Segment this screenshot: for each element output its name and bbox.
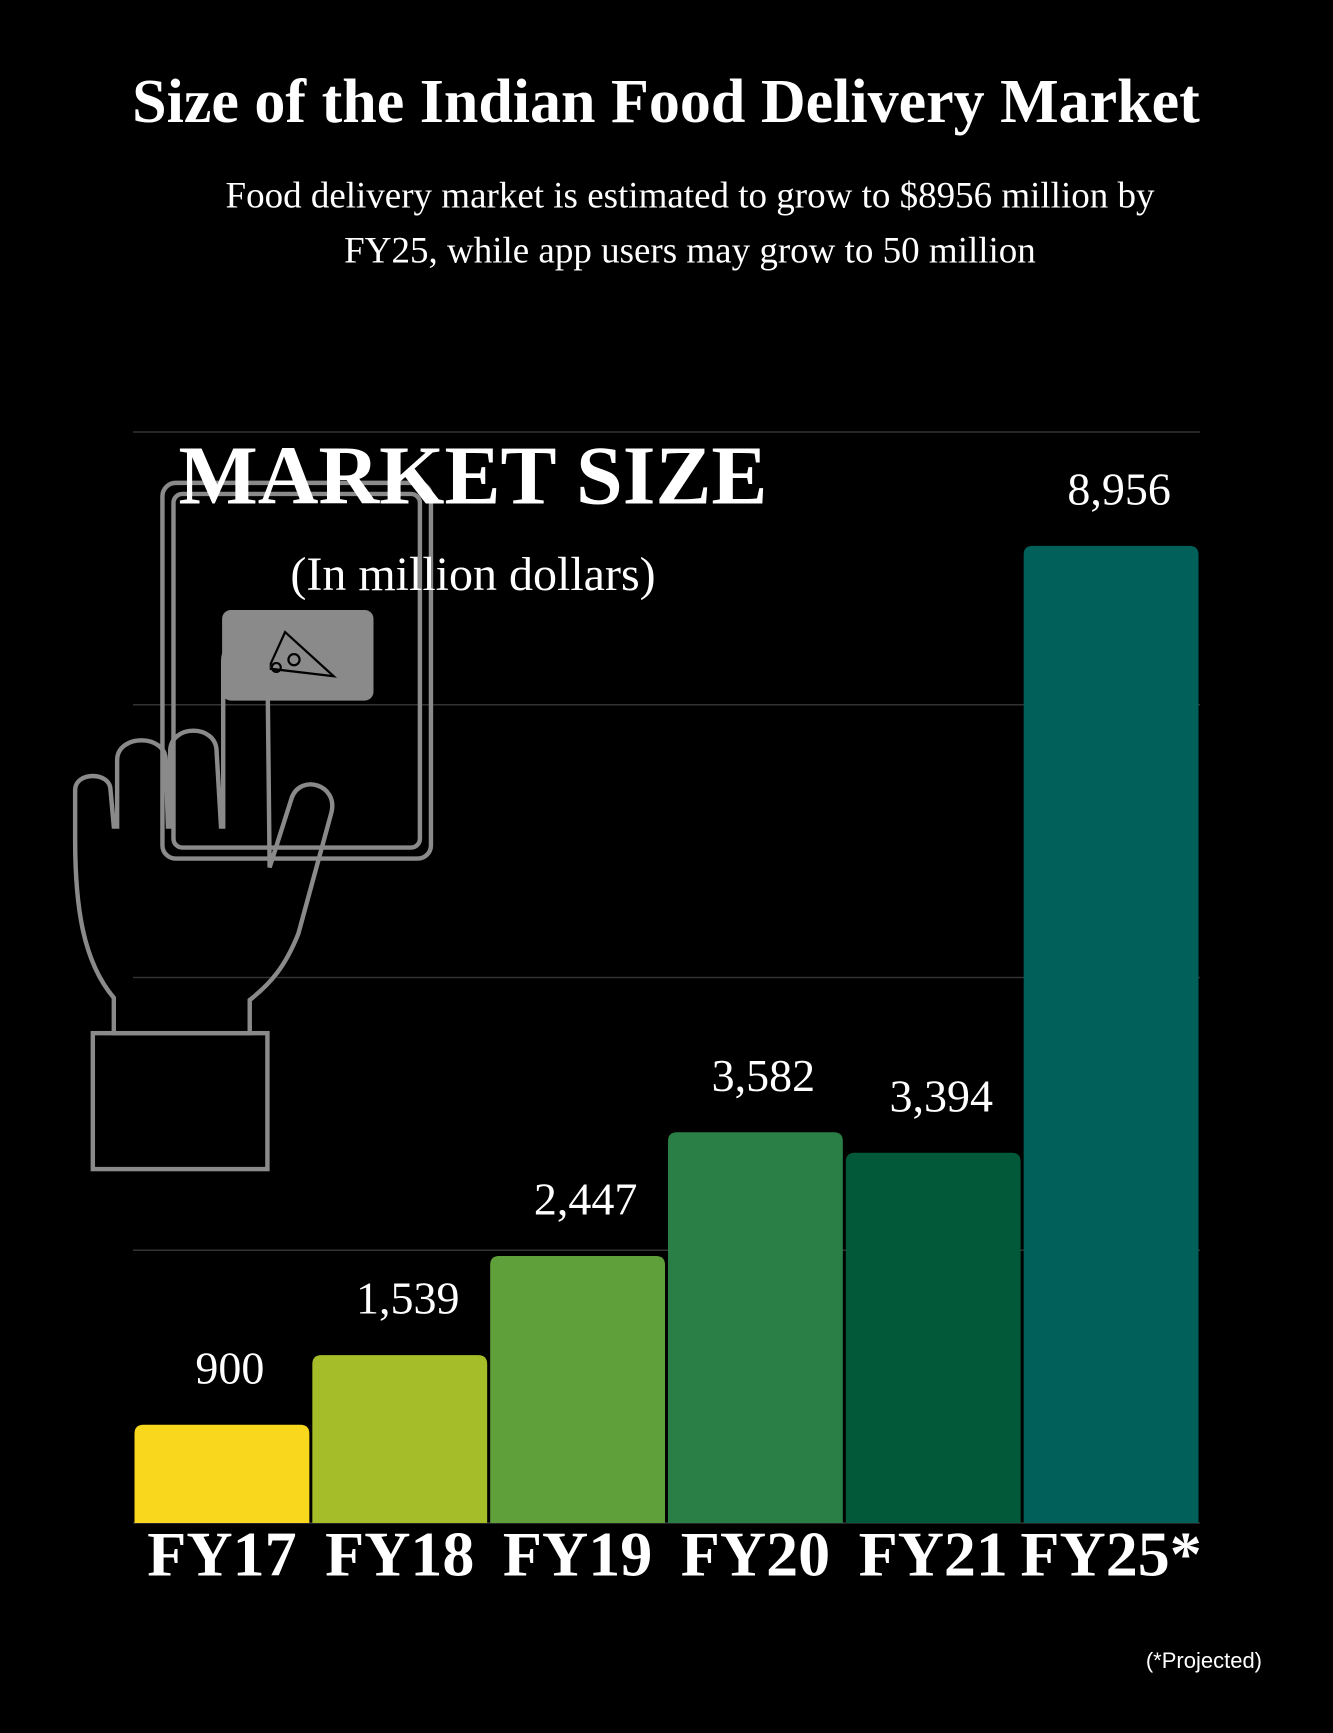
value-label: 3,582: [712, 1050, 816, 1101]
x-tick-label: FY21: [859, 1519, 1008, 1590]
value-label: 2,447: [534, 1174, 638, 1225]
bar: [312, 1355, 488, 1523]
annotation-unit: (In million dollars): [290, 548, 655, 601]
value-label: 3,394: [890, 1070, 994, 1121]
x-tick-label: FY25*: [1020, 1519, 1201, 1590]
chart-title: Size of the Indian Food Delivery Market: [132, 68, 1200, 136]
subtitle-line: FY25, while app users may grow to 50 mil…: [344, 230, 1036, 271]
hand-phone-icon: [72, 480, 434, 1172]
x-tick-label: FY20: [681, 1519, 830, 1590]
value-label: 900: [195, 1342, 264, 1393]
x-tick-label: FY17: [147, 1519, 296, 1590]
value-label: 1,539: [356, 1273, 460, 1324]
footnote: (*Projected): [1146, 1648, 1262, 1673]
bar: [1023, 545, 1199, 1523]
bar: [134, 1424, 310, 1523]
subtitle-line: Food delivery market is estimated to gro…: [226, 175, 1155, 216]
grid: [133, 431, 1200, 1524]
x-tick-label: FY19: [503, 1519, 652, 1590]
value-label: 8,956: [1067, 463, 1171, 514]
bar: [668, 1132, 843, 1523]
bar: [845, 1152, 1021, 1523]
bar: [490, 1256, 665, 1523]
annotation: MARKET SIZE: [179, 429, 768, 522]
x-tick-label: FY18: [325, 1519, 474, 1590]
